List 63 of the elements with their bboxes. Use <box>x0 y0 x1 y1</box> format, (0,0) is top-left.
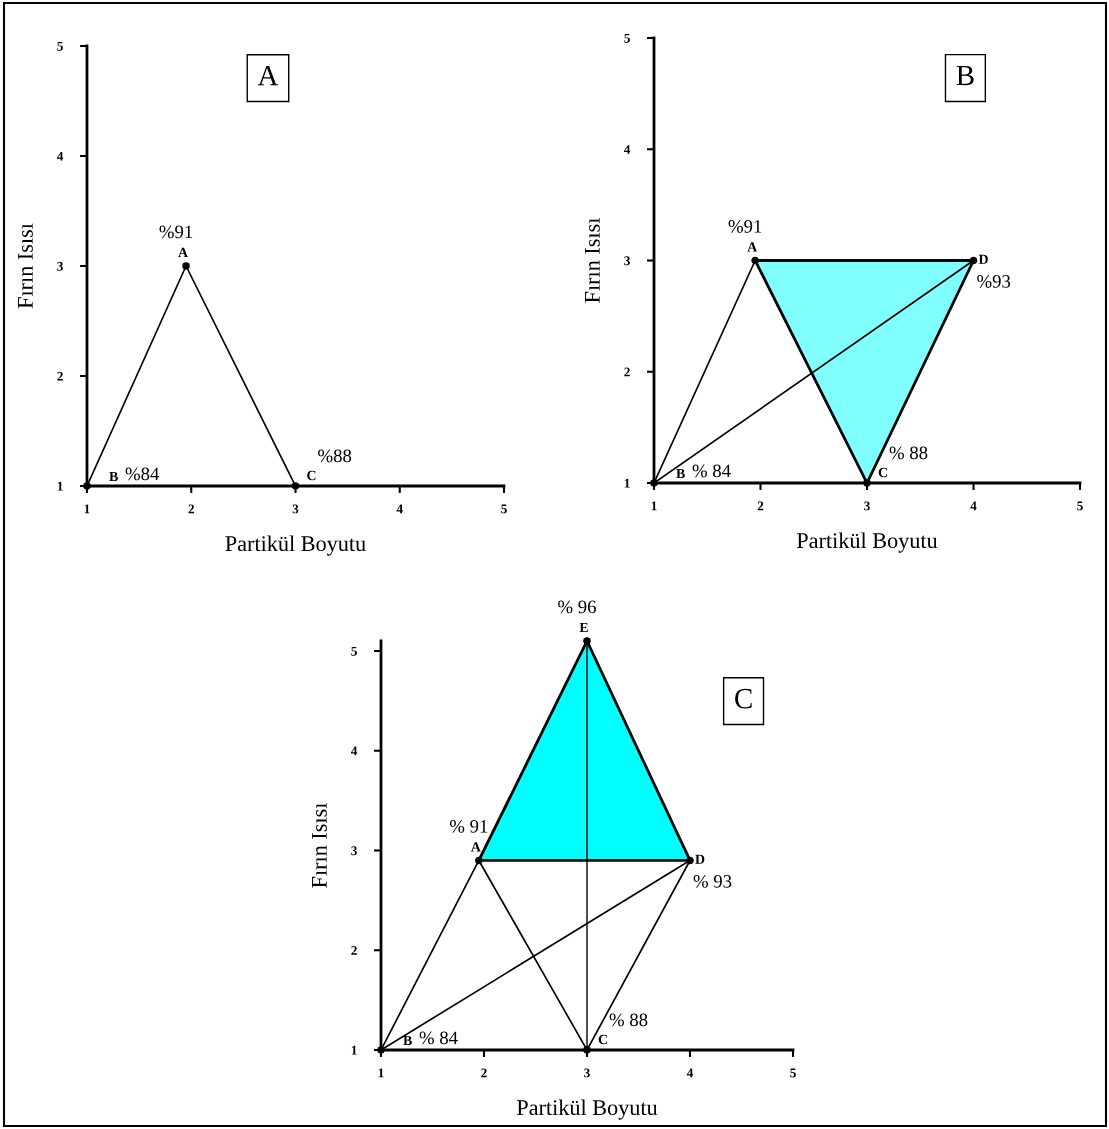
y-tick-label: 2 <box>57 371 63 381</box>
x-tick-label: 2 <box>188 504 194 514</box>
y-tick-label: 4 <box>56 151 64 161</box>
annotation: %91 <box>728 220 762 233</box>
annotation: % 91 <box>449 820 488 833</box>
text: B <box>956 65 974 86</box>
x-axis-title: Partikül Boyutu <box>516 1099 658 1120</box>
annotation: %88 <box>318 449 352 463</box>
annotation: %84 <box>125 467 160 481</box>
annotation: A <box>747 242 758 252</box>
y-tick-label: 4 <box>623 145 631 154</box>
x-tick-label: 3 <box>584 1068 590 1078</box>
annotation: B <box>109 471 118 482</box>
x-tick-label: 4 <box>686 1068 694 1078</box>
x-tick-label: 3 <box>864 501 870 511</box>
x-tick-label: 4 <box>970 501 977 511</box>
y-tick-label: 1 <box>624 478 630 488</box>
x-tick-label: 3 <box>292 504 299 514</box>
annotation: D <box>978 254 988 264</box>
annotation: A <box>178 247 188 258</box>
x-tick-label: 5 <box>501 504 507 514</box>
x-axis-title: Partikül Boyutu <box>225 535 366 556</box>
annotation: % 88 <box>609 1013 648 1027</box>
x-tick-label: 2 <box>481 1068 487 1078</box>
y-tick-label: 3 <box>351 846 357 856</box>
y-axis-title: Fırın Isısı <box>312 803 327 888</box>
y-axis-title: Fırın Isısı <box>18 223 33 309</box>
x-tick-label: 1 <box>378 1068 384 1078</box>
y-tick-label: 5 <box>624 33 630 43</box>
annotation: %93 <box>977 275 1011 288</box>
annotation: % 96 <box>558 600 596 614</box>
annotation: C <box>598 1034 607 1045</box>
annotation: C <box>307 470 316 481</box>
x-tick-label: 1 <box>651 501 657 511</box>
annotation: %91 <box>159 225 193 239</box>
annotation: % 84 <box>692 464 731 478</box>
x-tick-label: 4 <box>396 504 403 514</box>
annotation: A <box>470 842 481 852</box>
x-tick-label: 5 <box>790 1068 796 1078</box>
x-tick-label: 1 <box>84 504 90 514</box>
y-axis-title: Fırın Isısı <box>585 218 600 303</box>
text: C <box>735 688 752 709</box>
annotation: % 93 <box>693 875 732 888</box>
y-tick-label: 5 <box>351 646 357 656</box>
annotation: B <box>676 468 685 479</box>
annotation: D <box>695 854 705 864</box>
annotation: C <box>878 467 887 478</box>
y-tick-label: 5 <box>57 41 63 51</box>
x-tick-label: 2 <box>757 501 764 511</box>
y-tick-label: 3 <box>624 256 630 266</box>
text: A <box>257 65 279 86</box>
annotation: % 88 <box>889 446 928 460</box>
y-tick-label: 1 <box>57 481 63 491</box>
x-tick-label: 5 <box>1077 501 1083 511</box>
y-tick-label: 1 <box>351 1045 357 1055</box>
x-axis-title: Partikül Boyutu <box>796 532 938 553</box>
y-tick-label: 4 <box>350 746 358 756</box>
y-tick-label: 2 <box>351 946 357 955</box>
annotation: % 84 <box>419 1031 458 1045</box>
annotation: B <box>403 1035 412 1046</box>
y-tick-label: 2 <box>624 367 630 377</box>
annotation: E <box>579 622 588 633</box>
y-tick-label: 3 <box>57 261 63 271</box>
